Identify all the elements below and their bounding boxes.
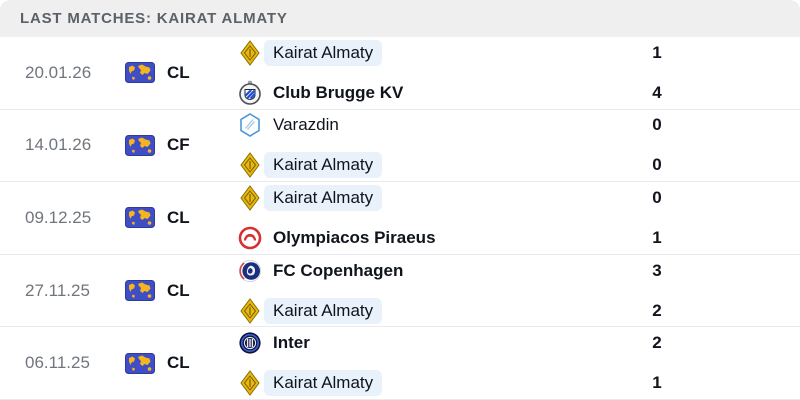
team-score: 1: [652, 373, 662, 393]
team-score: 1: [652, 42, 662, 62]
kairat-almaty-logo: [237, 370, 263, 397]
teams-column: FC Copenhagen 3 Kairat Almaty 2: [237, 258, 800, 324]
team-name: Varazdin: [273, 115, 339, 135]
match-date: 27.11.25: [25, 280, 90, 300]
team-name: Kairat Almaty: [264, 39, 383, 66]
teams-column: Kairat Almaty 1 Club Brugge KV 4: [237, 39, 800, 106]
competition: CL: [125, 207, 237, 229]
match-date: 06.11.25: [25, 353, 90, 373]
competition-code: CL: [167, 280, 190, 300]
team-score: 2: [652, 333, 662, 353]
team-score: 3: [652, 260, 662, 280]
team-score: 0: [652, 155, 662, 175]
team-score: 0: [652, 115, 662, 135]
competition: CL: [125, 62, 237, 84]
competition-code: CL: [167, 207, 190, 227]
world-flag-icon: [125, 352, 155, 374]
team-score: 0: [652, 187, 662, 207]
world-flag-icon: [125, 207, 155, 229]
world-flag-icon: [125, 62, 155, 84]
world-flag-icon: [125, 280, 155, 302]
team-line: Inter 2: [237, 330, 670, 356]
team-name: Kairat Almaty: [264, 297, 383, 324]
team-line: Olympiacos Piraeus 1: [237, 225, 670, 251]
kairat-almaty-logo: [237, 39, 263, 66]
varazdin-logo: [237, 113, 263, 138]
competition: CF: [125, 134, 237, 156]
world-flag-icon: [125, 134, 155, 156]
competition-code: CF: [167, 135, 190, 155]
widget-title: LAST MATCHES: KAIRAT ALMATY: [0, 0, 800, 37]
team-line: Kairat Almaty 1: [237, 39, 670, 66]
team-line: Club Brugge KV 4: [237, 80, 670, 106]
kairat-almaty-logo: [237, 297, 263, 324]
team-name: Kairat Almaty: [264, 184, 383, 211]
team-line: Kairat Almaty 1: [237, 370, 670, 397]
team-line: FC Copenhagen 3: [237, 258, 670, 284]
team-line: Kairat Almaty 0: [237, 152, 670, 179]
team-score: 2: [652, 300, 662, 320]
match-row[interactable]: 14.01.26 CF Varazdin 0 Kairat Almaty 0: [0, 110, 800, 183]
team-name: Kairat Almaty: [264, 370, 383, 397]
club-brugge-logo: [237, 80, 263, 106]
team-line: Kairat Almaty 2: [237, 297, 670, 324]
team-name: Olympiacos Piraeus: [273, 227, 436, 247]
match-row[interactable]: 09.12.25 CL Kairat Almaty 0 Olympiacos Pirae…: [0, 182, 800, 255]
teams-column: Varazdin 0 Kairat Almaty 0: [237, 112, 800, 179]
match-list: 20.01.26 CL Kairat Almaty 1 Club Brugge KV 4 1…: [0, 37, 800, 400]
fc-copenhagen-logo: [237, 259, 263, 283]
match-row[interactable]: 20.01.26 CL Kairat Almaty 1 Club Brugge KV 4: [0, 37, 800, 110]
competition: CL: [125, 280, 237, 302]
team-name: Club Brugge KV: [273, 82, 404, 102]
team-line: Varazdin 0: [237, 112, 670, 138]
match-date: 14.01.26: [25, 135, 92, 155]
team-line: Kairat Almaty 0: [237, 184, 670, 211]
match-date: 09.12.25: [25, 207, 92, 227]
team-score: 1: [652, 227, 662, 247]
team-name: FC Copenhagen: [273, 260, 404, 280]
olympiacos-logo: [237, 226, 263, 250]
match-date: 20.01.26: [25, 62, 92, 82]
team-name: Kairat Almaty: [264, 152, 383, 179]
match-row[interactable]: 06.11.25 CL Inter 2 Kairat Almaty 1: [0, 327, 800, 400]
competition-code: CL: [167, 353, 190, 373]
competition-code: CL: [167, 62, 190, 82]
teams-column: Kairat Almaty 0 Olympiacos Piraeus 1: [237, 184, 800, 251]
inter-logo: [237, 331, 263, 355]
match-row[interactable]: 27.11.25 CL FC Copenhagen 3 Kairat Almaty 2: [0, 255, 800, 328]
kairat-almaty-logo: [237, 152, 263, 179]
teams-column: Inter 2 Kairat Almaty 1: [237, 330, 800, 397]
competition: CL: [125, 352, 237, 374]
team-name: Inter: [273, 333, 310, 353]
kairat-almaty-logo: [237, 185, 263, 211]
team-score: 4: [652, 82, 662, 102]
